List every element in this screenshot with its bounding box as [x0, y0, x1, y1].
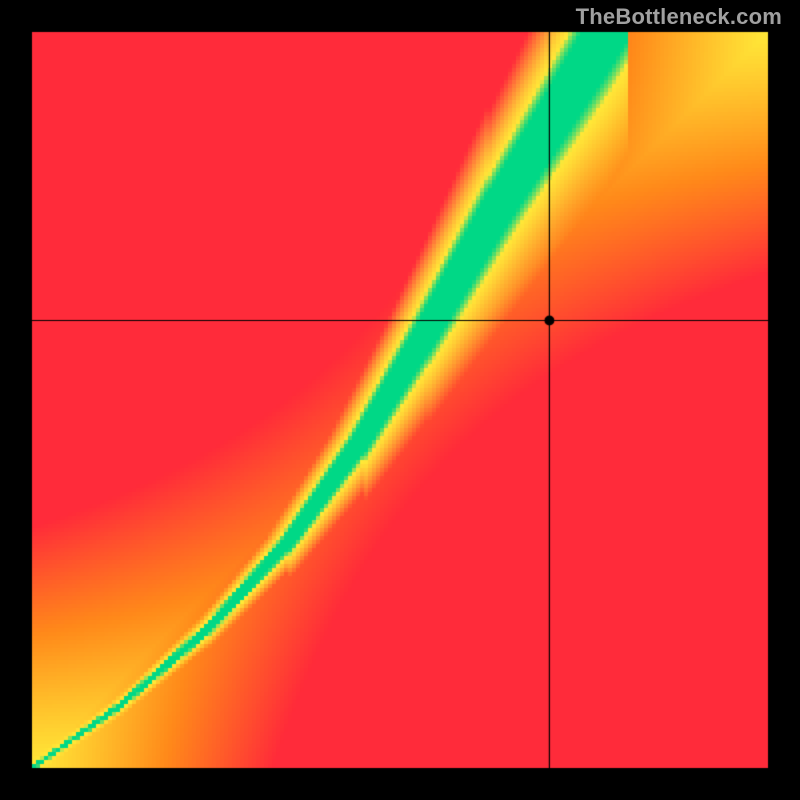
chart-container: TheBottleneck.com [0, 0, 800, 800]
watermark-text: TheBottleneck.com [576, 4, 782, 30]
heatmap-canvas [0, 0, 800, 800]
